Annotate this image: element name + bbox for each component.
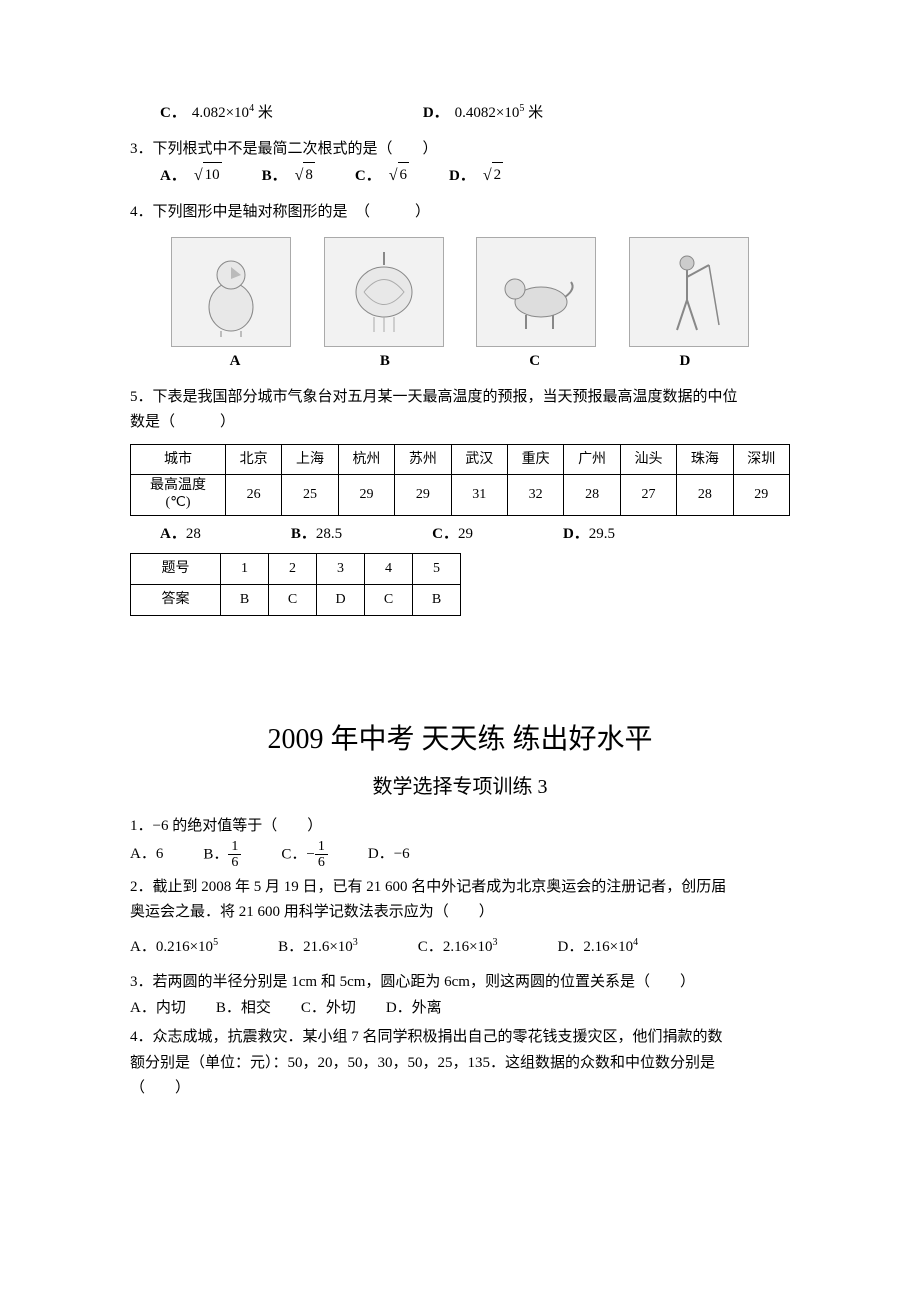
temperature-table: 城市 北京 上海 杭州 苏州 武汉 重庆 广州 汕头 珠海 深圳 最高温度(℃)…	[130, 444, 790, 516]
q3-options: A． 10 B． 8 C． 6 D． 2	[160, 162, 790, 190]
q3-opt-a: A． 10	[160, 162, 222, 190]
table-row: 城市 北京 上海 杭州 苏州 武汉 重庆 广州 汕头 珠海 深圳	[131, 444, 790, 475]
p3-q4-line3: （ ）	[130, 1076, 790, 1102]
q4-label-d: D	[679, 349, 690, 375]
q2-opt-d: D． 0.4082×105 米	[423, 100, 543, 127]
q4-figure-b	[324, 237, 444, 347]
dog-icon	[491, 247, 581, 337]
page-title: 2009 年中考 天天练 练出好水平	[130, 716, 790, 764]
p3-q1-options: A．6 B．16 C．−16 D．−6	[130, 839, 790, 871]
q5-opt-c: C．29	[432, 522, 473, 548]
p3-q1-opt-c: C．−16	[281, 839, 327, 871]
q5-opt-a: A．28	[160, 522, 201, 548]
q4-figure-c	[476, 237, 596, 347]
q2-opt-c: C． 4.082×104 米	[160, 100, 273, 127]
q5-options: A．28 B．28.5 C．29 D．29.5	[160, 522, 790, 548]
q4-label-a: A	[230, 349, 241, 375]
answer-table: 题号 1 2 3 4 5 答案 B C D C B	[130, 553, 461, 616]
p3-q2-line1: 2．截止到 2008 年 5 月 19 日，已有 21 600 名中外记者成为北…	[130, 875, 790, 901]
p3-q2-opt-a: A．0.216×105	[130, 934, 218, 961]
p3-q1-opt-a: A．6	[130, 842, 163, 868]
p3-q4-line1: 4．众志成城，抗震救灾．某小组 7 名同学积极捐出自己的零花钱支援灾区，他们捐款…	[130, 1025, 790, 1051]
table-row: 最高温度(℃) 26 25 29 29 31 32 28 27 28 29	[131, 475, 790, 516]
p3-q2-opt-c: C．2.16×103	[418, 934, 498, 961]
p3-q2-line2: 奥运会之最．将 21 600 用科学记数法表示应为（ ）	[130, 900, 790, 926]
bird-icon	[196, 247, 266, 337]
golfer-icon	[649, 245, 729, 340]
q4-stem: 4．下列图形中是轴对称图形的是 （ ）	[130, 200, 790, 226]
q4-figures	[160, 237, 760, 347]
p3-q3-stem: 3．若两圆的半径分别是 1cm 和 5cm，圆心距为 6cm，则这两圆的位置关系…	[130, 970, 790, 996]
q3-opt-c: C． 6	[355, 162, 409, 190]
p3-q4-line2: 额分别是（单位：元）：50，20，50，30，50，25，135．这组数据的众数…	[130, 1051, 790, 1077]
q5-opt-d: D．29.5	[563, 522, 615, 548]
p3-q1-opt-d: D．−6	[368, 842, 410, 868]
p3-q1-stem: 1．−6 的绝对值等于（ ）	[130, 814, 790, 840]
q5-stem2: 数是（ ）	[130, 410, 790, 436]
p3-q1-opt-b: B．16	[203, 839, 241, 871]
q5-stem1: 5．下表是我国部分城市气象台对五月某一天最高温度的预报，当天预报最高温度数据的中…	[130, 385, 790, 411]
lantern-icon	[344, 247, 424, 337]
q4-figure-d	[629, 237, 749, 347]
p3-q3-opts: A．内切 B．相交 C．外切 D．外离	[130, 996, 790, 1022]
q4-labels: A B C D	[160, 349, 760, 375]
table-row: 答案 B C D C B	[131, 585, 461, 616]
table-row: 题号 1 2 3 4 5	[131, 554, 461, 585]
q4-figure-a	[171, 237, 291, 347]
q4-label-b: B	[380, 349, 390, 375]
q3-opt-b: B． 8	[262, 162, 315, 190]
q5-opt-b: B．28.5	[291, 522, 342, 548]
q2-options-cd: C． 4.082×104 米 D． 0.4082×105 米	[160, 100, 790, 127]
q4-label-c: C	[529, 349, 540, 375]
document-page: C． 4.082×104 米 D． 0.4082×105 米 3．下列根式中不是…	[0, 0, 920, 1162]
q3-opt-d: D． 2	[449, 162, 503, 190]
q3-stem: 3．下列根式中不是最简二次根式的是（ ）	[130, 137, 790, 163]
p3-q2-options: A．0.216×105 B．21.6×103 C．2.16×103 D．2.16…	[130, 934, 790, 961]
p3-q2-opt-b: B．21.6×103	[278, 934, 358, 961]
p3-q2-opt-d: D．2.16×104	[558, 934, 639, 961]
page-subtitle: 数学选择专项训练 3	[130, 770, 790, 804]
